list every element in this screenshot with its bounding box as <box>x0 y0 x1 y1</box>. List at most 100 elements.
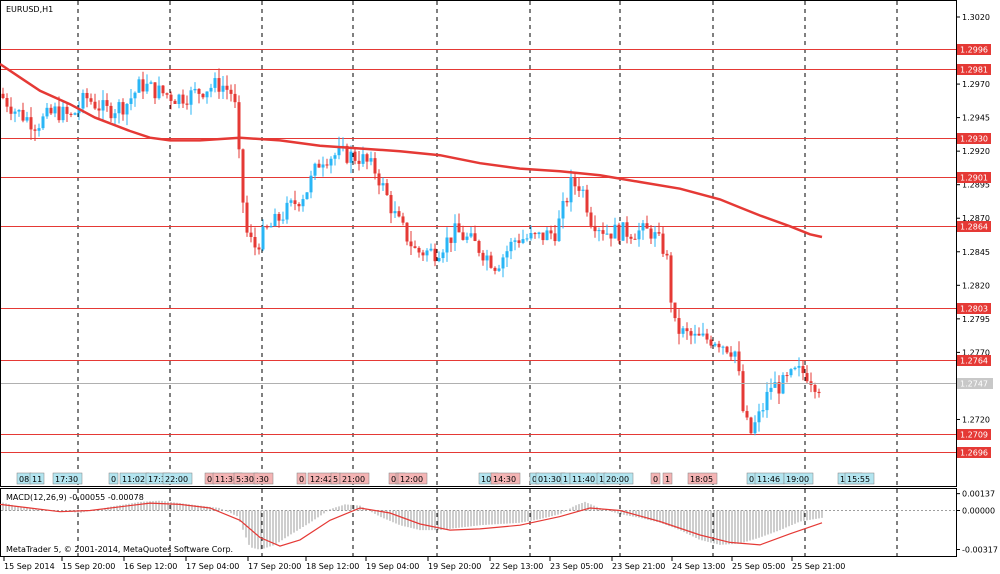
trade-label-text: :30 <box>256 475 269 484</box>
trade-label-box[interactable] <box>662 472 673 485</box>
candle-up <box>613 224 617 239</box>
trade-label-text: 0 <box>391 475 396 484</box>
candle-up <box>117 102 121 114</box>
candle-up <box>157 85 161 99</box>
candle-up <box>537 232 541 235</box>
candle-down <box>685 328 689 332</box>
trade-label-box[interactable] <box>162 472 193 485</box>
candle-down <box>709 339 713 346</box>
candle-down <box>197 88 201 94</box>
current-price-label: 1.2747 <box>960 380 988 389</box>
trade-label-box[interactable] <box>52 472 83 485</box>
candle-down <box>169 94 173 101</box>
candle-up <box>509 241 513 252</box>
trade-label-text: 17:30 <box>55 475 78 484</box>
candle-down <box>421 252 425 256</box>
trade-label-text: 20:00 <box>606 475 629 484</box>
candle-down <box>657 232 661 234</box>
trade-label-box[interactable] <box>296 472 307 485</box>
candle-up <box>37 128 41 131</box>
candle-up <box>145 83 149 92</box>
candle-down <box>85 92 89 99</box>
candle-up <box>581 189 585 191</box>
trade-label-text: 14:30 <box>493 475 516 484</box>
candle-up <box>653 232 657 239</box>
candle-down <box>201 93 205 98</box>
trade-label-box[interactable] <box>844 472 875 485</box>
candle-down <box>377 173 381 186</box>
candle-down <box>93 101 97 109</box>
trade-label-text: 5 <box>333 475 338 484</box>
candle-down <box>673 302 677 319</box>
candle-down <box>237 102 241 150</box>
candle-down <box>817 391 821 394</box>
candle-down <box>669 255 673 303</box>
price-axis: 1.30201.29951.29701.29451.29201.28951.28… <box>956 13 990 458</box>
candle-up <box>793 367 797 370</box>
trade-label-box[interactable] <box>339 472 370 485</box>
price-level-label: 1.2709 <box>960 431 988 440</box>
time-tick-label: 25 Sep 21:00 <box>792 562 845 571</box>
price-level-tag <box>957 429 991 440</box>
candle-down <box>397 211 401 217</box>
candle-up <box>765 391 769 411</box>
candle-down <box>449 237 453 243</box>
candle-up <box>129 98 133 104</box>
trade-label-text: 11:36 <box>215 475 238 484</box>
candle-down <box>477 240 481 253</box>
trade-label-box[interactable] <box>29 472 45 485</box>
trade-label-box[interactable] <box>253 472 274 485</box>
candle-down <box>293 200 297 205</box>
trade-label-box[interactable] <box>650 472 661 485</box>
candle-down <box>233 93 237 103</box>
candle-down <box>65 106 69 114</box>
candle-down <box>165 93 169 95</box>
price-level-tag <box>957 221 991 232</box>
candle-down <box>249 232 253 238</box>
trade-label-box[interactable] <box>397 472 428 485</box>
candle-down <box>21 109 25 121</box>
candle-up <box>529 233 533 239</box>
candle-down <box>9 106 13 114</box>
trade-label-box[interactable] <box>687 472 718 485</box>
time-tick-label: 15 Sep 20:00 <box>62 562 115 571</box>
candle-up <box>525 238 529 240</box>
candle-up <box>137 79 141 93</box>
candle-up <box>125 103 129 115</box>
candle-down <box>689 331 693 336</box>
time-tick-label: 25 Sep 05:00 <box>732 562 785 571</box>
trade-label-box[interactable] <box>108 472 119 485</box>
macd-axis: 0.00137 0.00000 -0.00317 <box>956 490 998 555</box>
price-level-tag <box>957 44 991 55</box>
candle-down <box>257 247 261 250</box>
candle-up <box>641 223 645 231</box>
candle-down <box>489 255 493 268</box>
candle-up <box>497 268 501 271</box>
candle-down <box>813 384 817 392</box>
candle-down <box>405 222 409 242</box>
candle-up <box>301 199 305 207</box>
trade-label-text: 19:00 <box>786 475 809 484</box>
candle-up <box>361 154 365 164</box>
candle-down <box>401 216 405 223</box>
trade-label-box[interactable] <box>603 472 634 485</box>
candle-down <box>565 200 569 203</box>
candle-up <box>81 92 85 109</box>
trade-label-box[interactable] <box>490 472 521 485</box>
candle-down <box>225 85 229 90</box>
candle-down <box>265 226 269 228</box>
price-tick-label: 1.2920 <box>962 147 990 156</box>
trade-label-text: 21:00 <box>342 475 365 484</box>
price-level-label: 1.2696 <box>960 449 988 458</box>
candle-down <box>105 100 109 106</box>
candle-up <box>757 411 761 423</box>
candle-down <box>365 154 369 162</box>
candle-up <box>337 146 341 156</box>
candle-up <box>329 158 333 166</box>
trade-label-text: 11 <box>32 475 42 484</box>
trade-label-box[interactable] <box>783 472 814 485</box>
candle-up <box>469 233 473 237</box>
candle-up <box>393 211 397 214</box>
candle-up <box>773 382 777 388</box>
